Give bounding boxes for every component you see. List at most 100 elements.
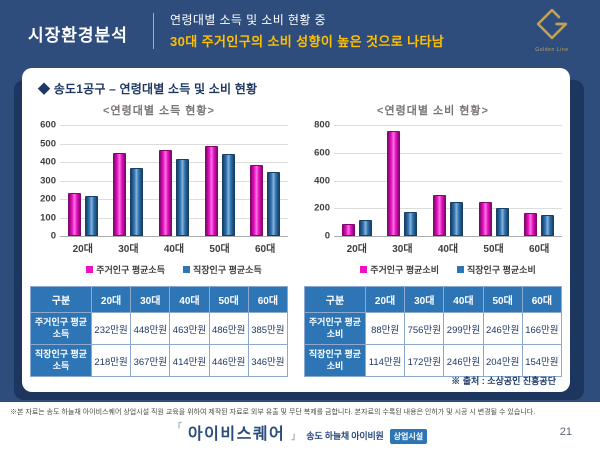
table-cell: 299만원 bbox=[443, 312, 484, 345]
table-row-label: 주거인구 평균소득 bbox=[30, 312, 92, 345]
table-row-label: 직장인구 평균소비 bbox=[304, 344, 366, 377]
y-axis-tick: 100 bbox=[40, 212, 56, 223]
chart-legend: 주거인구 평균소비 직장인구 평균소비 bbox=[334, 263, 562, 276]
table-cell: 246만원 bbox=[443, 344, 484, 377]
table-cell: 385만원 bbox=[247, 312, 289, 345]
bar-group bbox=[334, 220, 380, 236]
bar bbox=[175, 159, 189, 236]
table-header-cell: 구분 bbox=[30, 286, 92, 313]
table-row: 주거인구 평균소득 232만원 448만원 463만원 486만원 385만원 bbox=[30, 312, 289, 345]
bar bbox=[250, 164, 264, 236]
data-table: 구분 20대 30대 40대 50대 60대 주거인구 평균소비 88만원 756만원 299만원… bbox=[304, 286, 563, 377]
table-cell: 486만원 bbox=[208, 312, 249, 345]
header-subtitle-line1: 연령대별 소득 및 소비 현황 중 bbox=[170, 13, 326, 27]
plot-area: 0 100 200 300 400 500 600 bbox=[40, 120, 288, 242]
footer-brand: 「 아이비스퀘어 」 송도 하늘채 아이비원 상업시설 bbox=[0, 420, 600, 444]
bar bbox=[495, 207, 509, 236]
table-cell: 166만원 bbox=[521, 312, 563, 345]
legend-swatch bbox=[86, 266, 94, 273]
bar bbox=[449, 201, 463, 236]
bar bbox=[130, 168, 144, 236]
bar bbox=[524, 212, 538, 236]
table-cell: 446만원 bbox=[208, 344, 249, 377]
table-cell: 154만원 bbox=[521, 344, 563, 377]
table-cell: 346만원 bbox=[247, 344, 289, 377]
table-cell: 448만원 bbox=[130, 312, 171, 345]
gridline bbox=[60, 217, 288, 219]
table-cell: 172만원 bbox=[404, 344, 445, 377]
consumption-chart: <연령대별 소비 현황> 0 200 400 600 800 20대 30대 40대 50대 60대… bbox=[304, 102, 562, 276]
bar bbox=[404, 212, 418, 236]
y-axis-tick: 400 bbox=[314, 175, 330, 186]
table-cell: 204만원 bbox=[482, 344, 523, 377]
legend-item: 주거인구 평균소비 bbox=[360, 263, 439, 276]
footer: ※본 자료는 송도 하늘채 아이비스퀘어 상업시설 직원 교육을 위하여 제작된… bbox=[0, 402, 600, 450]
bar-groups bbox=[60, 125, 288, 236]
table-row: 직장인구 평균소비 114만원 172만원 246만원 204만원 154만원 bbox=[304, 344, 563, 377]
bar bbox=[478, 201, 492, 236]
table-header-cell: 구분 bbox=[304, 286, 366, 313]
x-axis-tick: 40대 bbox=[437, 244, 459, 255]
bar-group bbox=[516, 212, 562, 236]
table-cell: 756만원 bbox=[404, 312, 445, 345]
bar-group bbox=[471, 201, 517, 236]
table-row-label: 직장인구 평균소득 bbox=[30, 344, 92, 377]
y-axis-tick: 300 bbox=[40, 175, 56, 186]
x-axis-tick: 30대 bbox=[392, 244, 413, 255]
y-axis-tick: 500 bbox=[40, 138, 56, 149]
table-header-cell: 30대 bbox=[404, 286, 445, 313]
bar-group bbox=[197, 146, 243, 236]
table-header-cell: 40대 bbox=[169, 286, 210, 313]
x-axis-tick: 30대 bbox=[118, 244, 139, 255]
y-axis-tick: 600 bbox=[314, 147, 330, 159]
x-axis-tick: 60대 bbox=[255, 244, 276, 255]
header-subtitle-line2: 30대 주거인구의 소비 성향이 높은 것으로 나타남 bbox=[170, 34, 445, 49]
chart-title: <연령대별 소비 현황> bbox=[377, 105, 489, 117]
legend-label: 직장인구 평균소득 bbox=[193, 265, 262, 275]
close-bracket-mark: 」 bbox=[291, 431, 301, 441]
bar-groups bbox=[334, 125, 562, 236]
header-subtitle: 연령대별 소득 및 소비 현황 중 30대 주거인구의 소비 성향이 높은 것으… bbox=[170, 11, 444, 50]
bar-group bbox=[151, 150, 197, 236]
charts-row: <연령대별 소득 현황> 0 100 200 300 400 500 600 20대 30대 40대… bbox=[30, 102, 562, 276]
gridline bbox=[334, 208, 562, 210]
gridline bbox=[60, 199, 288, 200]
chart-title: <연령대별 소득 현황> bbox=[103, 105, 215, 117]
table-row: 직장인구 평균소득 218만원 367만원 414만원 446만원 346만원 bbox=[30, 344, 289, 377]
gridline bbox=[334, 125, 562, 126]
data-table: 구분 20대 30대 40대 50대 60대 주거인구 평균소득 232만원 448만원 463만… bbox=[30, 286, 289, 377]
footer-brand-badge: 상업시설 bbox=[389, 429, 428, 444]
golden-line-logo: Golden Line bbox=[520, 7, 584, 53]
bar bbox=[541, 214, 555, 236]
table-cell: 218만원 bbox=[90, 344, 132, 377]
x-axis-tick: 50대 bbox=[483, 244, 504, 255]
consumption-table: 구분 20대 30대 40대 50대 60대 주거인구 평균소비 88만원 756만원 299만원… bbox=[304, 286, 563, 377]
bar bbox=[358, 220, 372, 236]
legend-item: 직장인구 평균소득 bbox=[183, 263, 262, 276]
legend-item: 직장인구 평균소비 bbox=[457, 263, 536, 276]
x-axis-tick: 20대 bbox=[346, 244, 367, 255]
gridline bbox=[60, 125, 288, 126]
bar bbox=[67, 193, 81, 236]
bar-group bbox=[60, 193, 106, 236]
table-cell: 232만원 bbox=[90, 312, 132, 345]
gridline bbox=[60, 180, 288, 182]
x-axis-tick: 20대 bbox=[72, 244, 93, 255]
page-number: 21 bbox=[559, 426, 572, 438]
income-chart: <연령대별 소득 현황> 0 100 200 300 400 500 600 20대 30대 40대… bbox=[30, 102, 288, 276]
table-header-cell: 50대 bbox=[482, 286, 523, 313]
footer-wordmark: 아이비스퀘어 bbox=[187, 426, 286, 443]
bar bbox=[387, 131, 401, 236]
table-header-cell: 60대 bbox=[247, 286, 289, 313]
bar bbox=[113, 153, 127, 236]
footer-disclaimer: ※본 자료는 송도 하늘채 아이비스퀘어 상업시설 직원 교육을 위하여 제작된… bbox=[10, 409, 536, 416]
y-axis-tick: 0 bbox=[50, 230, 56, 242]
golden-line-diamond-icon bbox=[535, 8, 569, 45]
open-bracket-mark: 「 bbox=[172, 422, 182, 432]
golden-line-label: Golden Line bbox=[535, 47, 569, 53]
x-axis-labels: 20대 30대 40대 50대 60대 bbox=[334, 240, 562, 255]
x-axis-tick: 50대 bbox=[209, 244, 230, 255]
legend-label: 주거인구 평균소득 bbox=[96, 265, 165, 275]
header-divider bbox=[153, 13, 154, 49]
